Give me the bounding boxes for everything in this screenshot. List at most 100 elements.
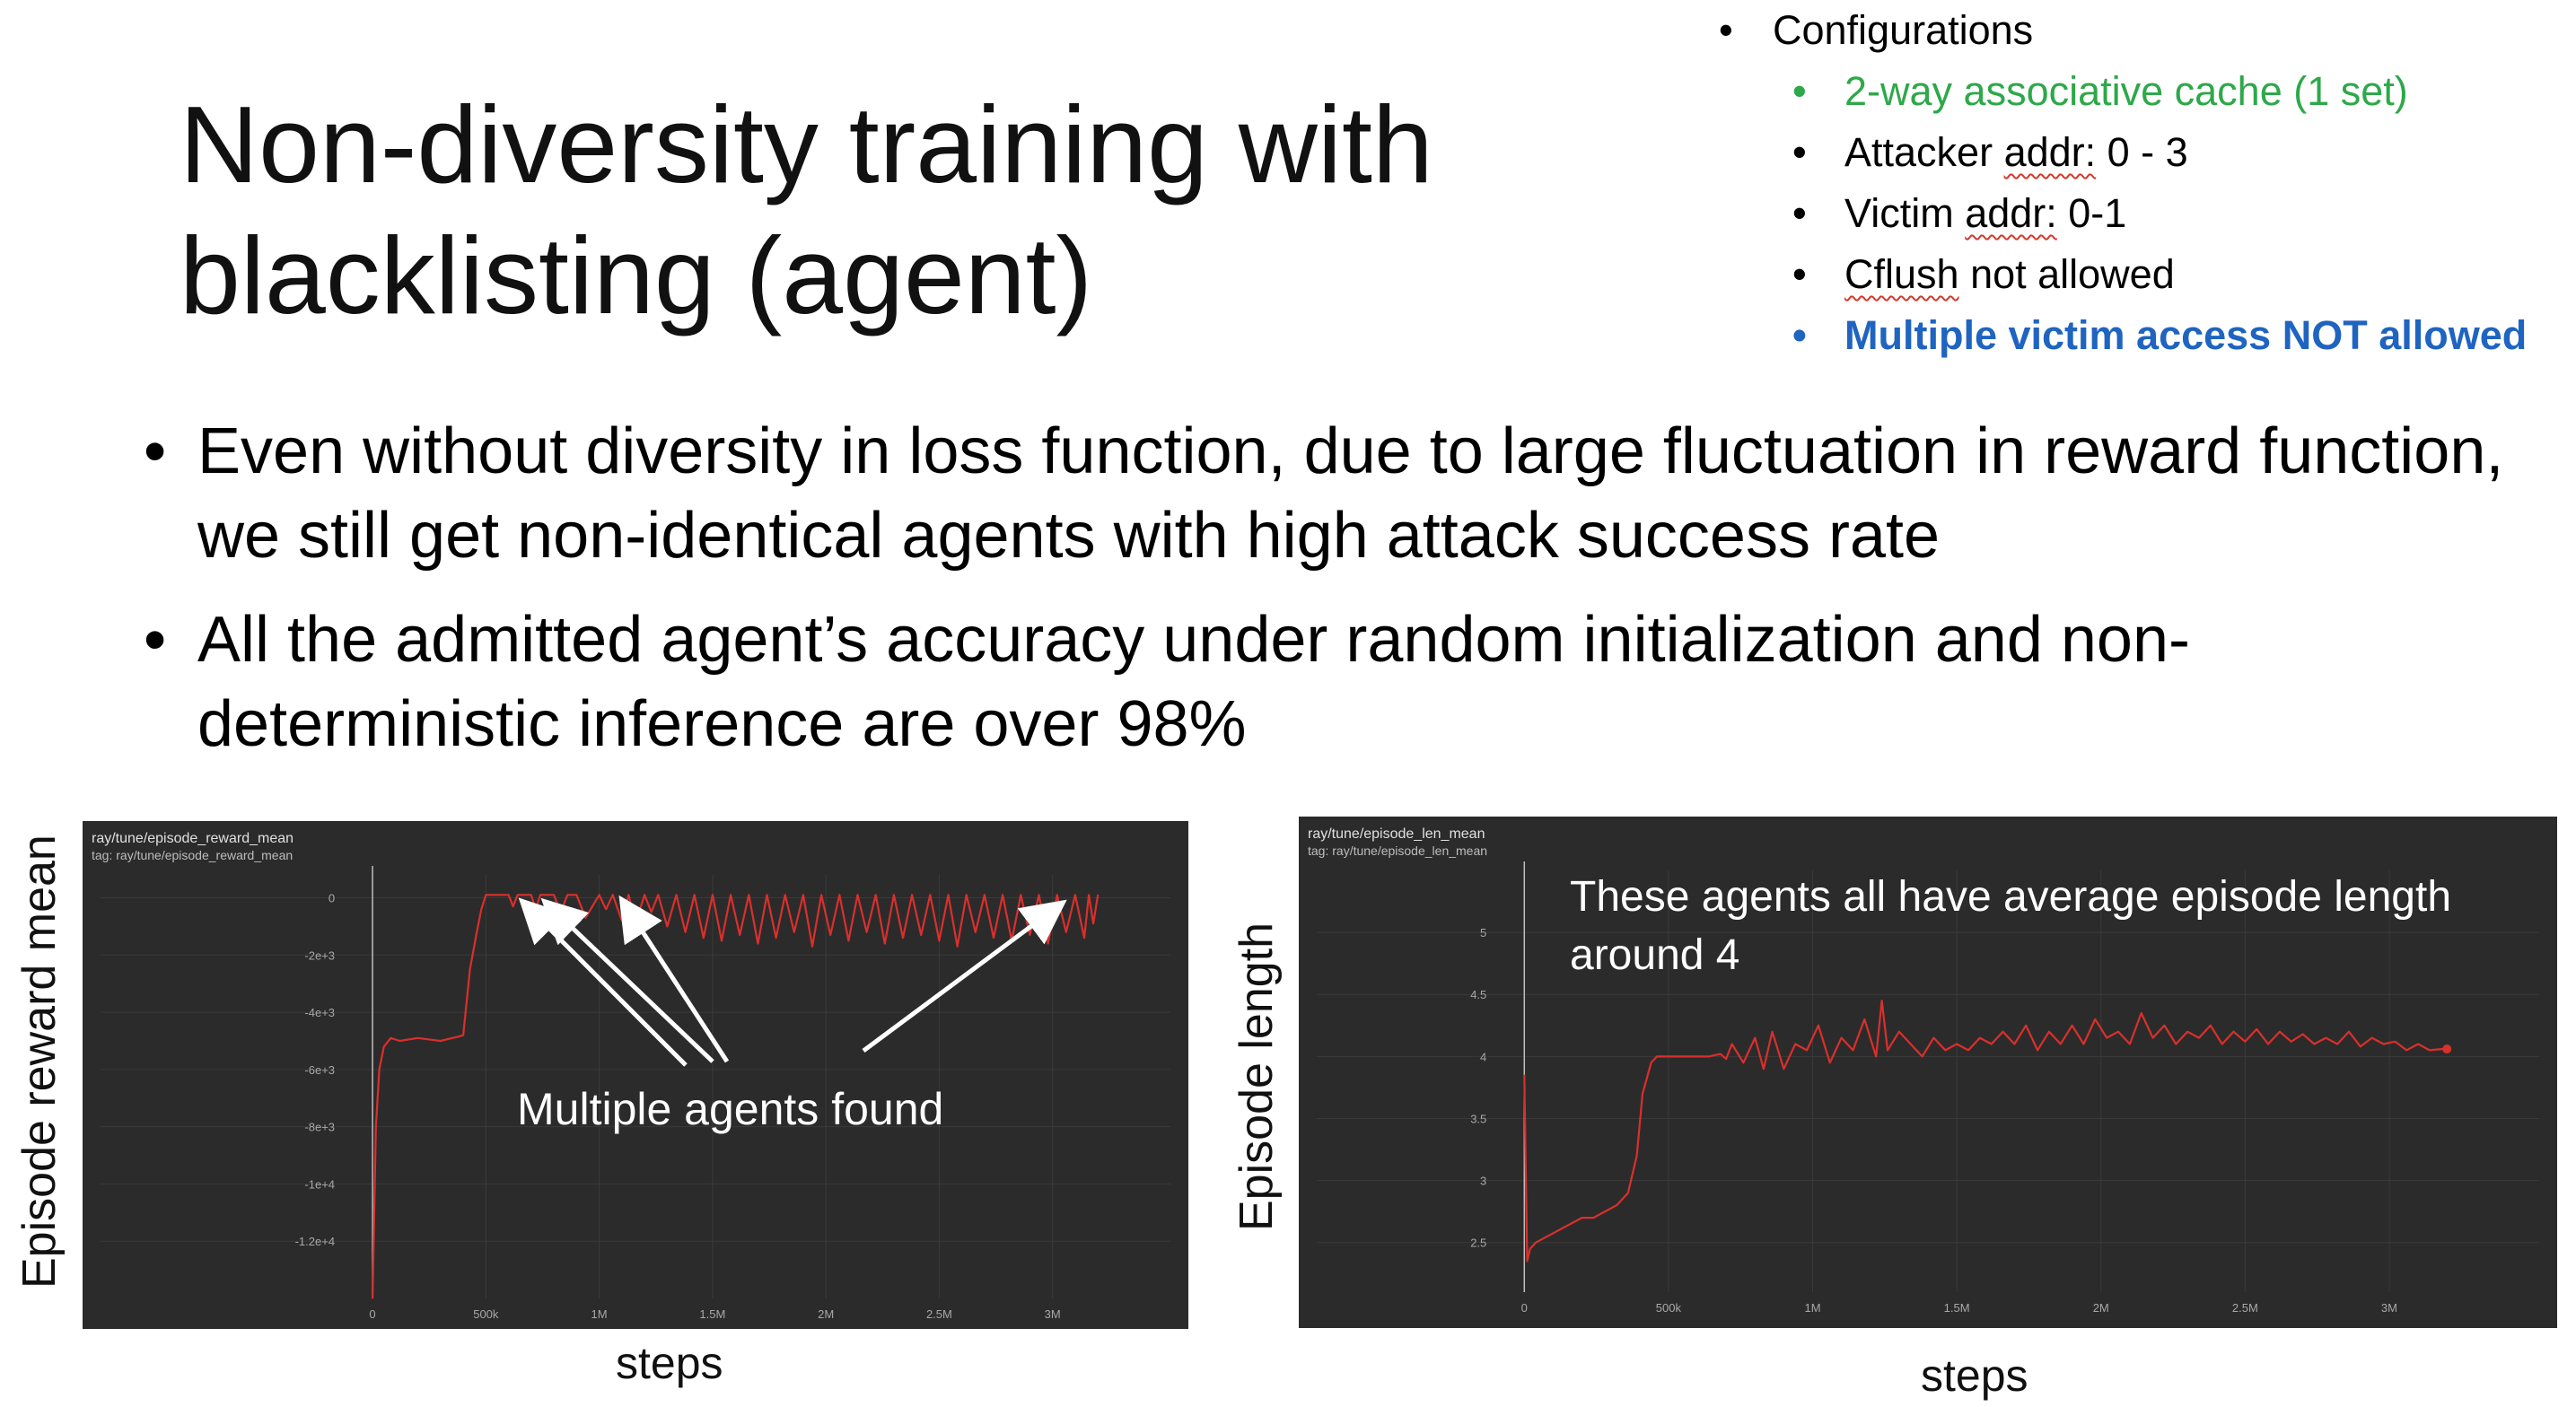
config-text: 0-1 (2056, 190, 2127, 236)
data-point (1875, 1055, 1877, 1057)
data-point (1841, 1037, 1843, 1039)
data-point (1921, 1055, 1923, 1057)
panel-subtitle: tag: ray/tune/episode_len_mean (1308, 843, 1488, 858)
data-point (1979, 1037, 1981, 1039)
data-point (2394, 1041, 2396, 1043)
data-point (1546, 1236, 1548, 1237)
data-point (560, 911, 562, 913)
bullet-item: Even without diversity in loss function,… (144, 409, 2531, 578)
data-point (1708, 1055, 1710, 1057)
config-item-multiple-victim: Multiple victim access NOT allowed (1792, 305, 2563, 366)
data-point (476, 931, 478, 933)
annotation-arrow (618, 895, 730, 1063)
data-point (993, 937, 994, 939)
data-point (2048, 1031, 2050, 1033)
config-item-cache: 2-way associative cache (1 set) (1792, 61, 2563, 122)
panel-subtitle: tag: ray/tune/episode_reward_mean (92, 848, 294, 862)
data-point (566, 894, 568, 896)
y-tick-label: 5 (1480, 926, 1486, 939)
data-point (498, 894, 501, 896)
data-point (1616, 1204, 1617, 1206)
configurations-heading: Configurations (1710, 0, 2563, 61)
data-point (820, 894, 822, 896)
data-point (469, 968, 471, 970)
data-point (984, 894, 986, 896)
data-point (1526, 1260, 1529, 1263)
data-point (1783, 1068, 1784, 1070)
data-point (575, 894, 577, 896)
data-point (1967, 1049, 1969, 1052)
length-chart-panel: ray/tune/episode_len_mean tag: ray/tune/… (1299, 817, 2557, 1328)
data-point (694, 894, 696, 896)
data-point (975, 931, 977, 933)
x-tick-label: 1.5M (699, 1307, 725, 1321)
data-point (938, 939, 941, 941)
data-point (375, 1126, 377, 1128)
data-point (1535, 1242, 1537, 1244)
data-point (884, 942, 886, 945)
data-point (621, 920, 623, 922)
x-tick-label: 1M (591, 1307, 608, 1321)
data-point (651, 911, 653, 913)
y-tick-label: 3 (1480, 1175, 1486, 1188)
data-point (553, 894, 555, 896)
data-point (2256, 1028, 2257, 1030)
data-point (666, 925, 668, 928)
data-point (1038, 894, 1040, 896)
slide-title: Non-diversity training with blacklisting… (180, 83, 1433, 336)
x-tick-label: 2M (818, 1307, 834, 1321)
data-point (675, 894, 678, 896)
data-point (2442, 1044, 2452, 1054)
y-tick-label: 4.5 (1470, 988, 1486, 1001)
data-point (1725, 1058, 1727, 1060)
data-point (1754, 1037, 1756, 1039)
y-tick-label: -1.2e+4 (295, 1235, 335, 1248)
annotation-multiple-agents: Multiple agents found (517, 1084, 943, 1134)
data-point (462, 1034, 464, 1036)
annotation-episode-length: around 4 (1570, 931, 1740, 979)
data-point (875, 894, 877, 896)
x-tick-label: 0 (1521, 1301, 1528, 1315)
data-point (2151, 1037, 2154, 1039)
data-point (507, 894, 510, 896)
x-tick-label: 3M (1045, 1307, 1061, 1321)
data-point (2244, 1041, 2246, 1043)
data-point (1088, 894, 1090, 896)
y-tick-label: 0 (329, 892, 335, 905)
data-point (1065, 931, 1067, 933)
length-panel-tag: ray/tune/episode_len_mean tag: ray/tune/… (1308, 826, 1487, 860)
data-point (847, 939, 849, 941)
data-point (1056, 894, 1058, 896)
config-text: 0 - 3 (2096, 129, 2188, 175)
config-text: addr: (2003, 129, 2097, 175)
reward-panel-tag: ray/tune/episode_reward_mean tag: ray/tu… (92, 830, 294, 864)
data-point (2429, 1049, 2431, 1052)
data-point (966, 894, 968, 896)
length-chart: 2.5 3 3.5 4 4.5 5 0 500k 1M 1.5M 2M 2.5M 3M These age… (1317, 861, 2539, 1315)
data-point (2232, 1031, 2235, 1033)
data-point (390, 1037, 391, 1039)
x-tick-label: 1.5M (1944, 1301, 1970, 1315)
data-point (1720, 1053, 1722, 1055)
configurations-panel: Configurations 2-way associative cache (… (1710, 0, 2563, 366)
annotation-arrow (518, 897, 688, 1067)
data-point (1558, 1229, 1560, 1231)
data-point (1898, 1031, 1900, 1033)
data-point (730, 894, 732, 896)
data-point (440, 1040, 442, 1042)
data-point (1529, 1248, 1531, 1250)
data-point (1696, 1055, 1698, 1057)
data-point (530, 894, 532, 896)
right-chart-xlabel: steps (1921, 1350, 2028, 1401)
data-point (703, 937, 705, 939)
data-point (793, 931, 795, 933)
y-tick-label: -2e+3 (304, 948, 335, 962)
data-point (2002, 1031, 2004, 1033)
data-point (1829, 1062, 1831, 1063)
data-point (1570, 1223, 1572, 1225)
config-item-cflush: Cflush not allowed (1792, 244, 2563, 305)
panel-title: ray/tune/episode_len_mean (1308, 826, 1485, 842)
data-point (1592, 1217, 1594, 1219)
y-tick-label: -4e+3 (304, 1006, 335, 1019)
config-item-attacker-addr: Attacker addr: 0 - 3 (1792, 122, 2563, 183)
